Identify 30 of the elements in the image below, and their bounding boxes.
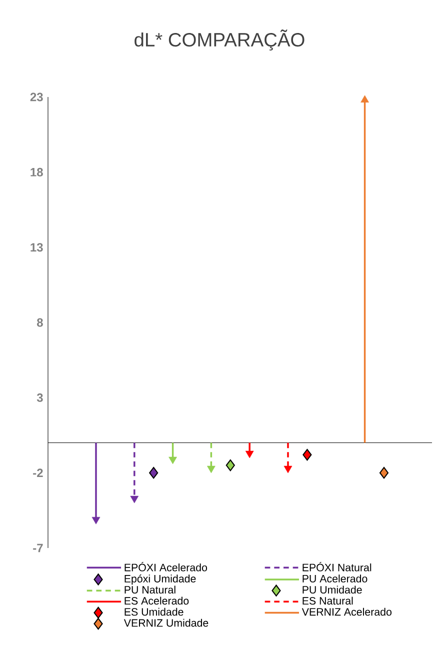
point bbox=[92, 516, 100, 524]
legend-label: VERNIZ Umidade bbox=[124, 618, 208, 627]
point bbox=[226, 459, 235, 472]
point bbox=[284, 466, 292, 474]
y-tick-label: -7 bbox=[33, 544, 43, 552]
point bbox=[302, 448, 312, 461]
legend-label: Epóxi Umidade bbox=[124, 574, 196, 585]
legend-label: EPÓXI Natural bbox=[302, 562, 372, 572]
point bbox=[207, 466, 216, 474]
point bbox=[379, 466, 389, 479]
point bbox=[168, 456, 177, 464]
y-tick-label: 3 bbox=[36, 393, 43, 402]
legend-label: PU Acelerado bbox=[302, 574, 368, 582]
y-tick-label: -2 bbox=[33, 468, 43, 478]
y-tick-label: 18 bbox=[30, 168, 43, 176]
legend-label: ES Umidade bbox=[124, 608, 184, 616]
chart-title: dL* COMPARAÇÃO bbox=[134, 30, 304, 50]
legend-label: ES Acelerado bbox=[124, 596, 189, 605]
legend-label: EPÓXI Acelerado bbox=[124, 562, 208, 572]
legend-label: ES Natural bbox=[302, 596, 353, 605]
point bbox=[130, 496, 139, 504]
point bbox=[245, 450, 254, 458]
point bbox=[149, 466, 158, 479]
legend-label: VERNIZ Acelerado bbox=[302, 608, 392, 616]
y-tick-label: 8 bbox=[36, 318, 43, 327]
legend-label: PU Natural bbox=[124, 586, 176, 594]
y-tick-label: 13 bbox=[30, 243, 43, 252]
legend-label: PU Umidade bbox=[302, 586, 362, 594]
y-tick-label: 23 bbox=[30, 92, 43, 102]
point bbox=[360, 95, 369, 102]
